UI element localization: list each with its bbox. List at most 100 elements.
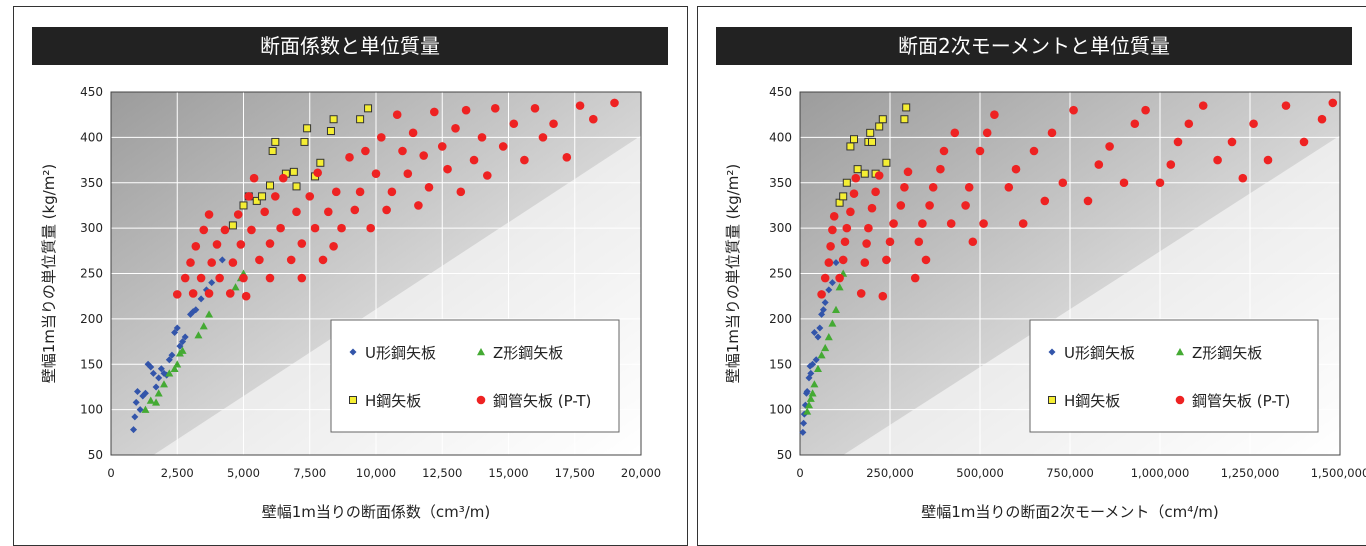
pt-marker <box>331 187 341 197</box>
u-marker <box>197 295 205 303</box>
pt-marker <box>903 167 913 177</box>
pt-marker <box>589 114 598 124</box>
pt-marker <box>867 203 877 213</box>
pt-marker <box>188 289 198 298</box>
h-marker <box>271 137 280 146</box>
pt-marker <box>1069 105 1078 115</box>
u-marker <box>165 356 173 364</box>
pt-marker <box>874 171 884 180</box>
pt-marker <box>1166 160 1176 169</box>
z-marker <box>803 407 812 415</box>
chart-title: 断面2次モーメントと単位質量 <box>716 27 1352 65</box>
pt-marker <box>241 291 251 301</box>
x-tick-label: 1,250,000 <box>1221 466 1280 480</box>
legend-label-h: H鋼矢板 <box>365 392 421 410</box>
h-marker <box>326 127 335 136</box>
pt-marker <box>968 237 978 247</box>
plot-frame <box>799 91 1341 456</box>
pt-marker <box>337 223 346 233</box>
pt-marker <box>1119 178 1129 188</box>
pt-marker <box>882 255 891 265</box>
pt-marker <box>950 128 960 138</box>
pt-marker <box>562 153 572 162</box>
pt-marker <box>520 155 529 165</box>
u-marker <box>828 279 836 287</box>
pt-marker <box>456 187 466 197</box>
pt-marker <box>191 241 201 251</box>
legend-label-z: Z形鋼矢板 <box>1192 344 1262 362</box>
h-marker <box>228 221 237 230</box>
y-tick-label: 250 <box>80 267 103 281</box>
pt-marker <box>921 255 931 265</box>
pt-marker <box>1184 119 1194 129</box>
x-tick-label: 7,500 <box>293 466 326 480</box>
h-marker <box>875 122 884 131</box>
u-marker <box>132 398 140 406</box>
x-axis-label: 壁幅1m当りの断面係数（cm³/m) <box>262 503 491 521</box>
z-marker <box>817 351 826 359</box>
h-marker <box>239 201 248 210</box>
u-marker <box>149 369 157 377</box>
z-marker <box>173 360 182 368</box>
u-marker <box>801 401 809 409</box>
pt-marker <box>910 273 920 283</box>
pt-marker <box>366 223 376 233</box>
pt-marker <box>233 210 243 219</box>
z-marker <box>808 389 817 397</box>
pt-marker <box>292 207 301 217</box>
legend-marker-z <box>477 348 485 356</box>
z-marker <box>199 322 208 330</box>
y-axis-label: 壁幅1m当りの単位質量 (kg/m²) <box>724 164 742 384</box>
legend-label-h: H鋼矢板 <box>1064 392 1120 410</box>
y-tick-label: 150 <box>80 357 103 371</box>
x-tick-label: 250,000 <box>866 466 914 480</box>
pt-marker <box>990 110 999 119</box>
pt-marker <box>824 258 834 267</box>
pt-marker <box>530 104 540 113</box>
u-marker <box>821 299 829 307</box>
pt-marker <box>477 133 487 142</box>
pt-marker <box>835 273 844 283</box>
h-marker <box>258 192 267 201</box>
pt-marker <box>490 104 500 113</box>
u-marker <box>131 413 139 421</box>
pt-marker <box>236 240 246 249</box>
pt-marker <box>1238 173 1248 183</box>
legend-marker-h <box>1048 396 1056 404</box>
pt-marker <box>255 255 264 265</box>
legend-marker-pt <box>1175 395 1185 405</box>
u-marker <box>814 333 822 341</box>
pt-marker <box>509 119 519 129</box>
h-marker <box>252 196 261 205</box>
u-marker <box>803 387 811 395</box>
y-tick-label: 100 <box>80 403 103 417</box>
pt-marker <box>975 146 985 156</box>
z-marker <box>835 283 844 291</box>
pt-marker <box>297 273 307 283</box>
pt-marker <box>265 239 275 248</box>
pt-marker <box>1141 105 1150 115</box>
pt-marker <box>382 205 391 215</box>
pt-marker <box>204 210 214 219</box>
h-marker <box>329 115 338 124</box>
u-marker <box>806 362 814 370</box>
y-tick-label: 300 <box>769 221 792 235</box>
pt-marker <box>408 128 418 138</box>
pt-marker <box>220 225 230 235</box>
h-marker <box>303 124 312 133</box>
u-marker <box>134 387 141 395</box>
pt-marker <box>313 168 323 178</box>
pt-marker <box>1263 155 1273 165</box>
pt-marker <box>1018 219 1028 228</box>
pt-marker <box>871 187 880 197</box>
u-marker <box>136 406 144 414</box>
u-marker <box>819 306 827 314</box>
pt-marker <box>239 273 248 283</box>
pt-marker <box>896 201 906 210</box>
h-marker <box>289 167 298 176</box>
pt-marker <box>437 142 447 151</box>
pt-marker <box>1198 101 1208 110</box>
pt-marker <box>538 133 548 142</box>
pt-marker <box>878 291 888 301</box>
h-marker <box>266 181 274 190</box>
